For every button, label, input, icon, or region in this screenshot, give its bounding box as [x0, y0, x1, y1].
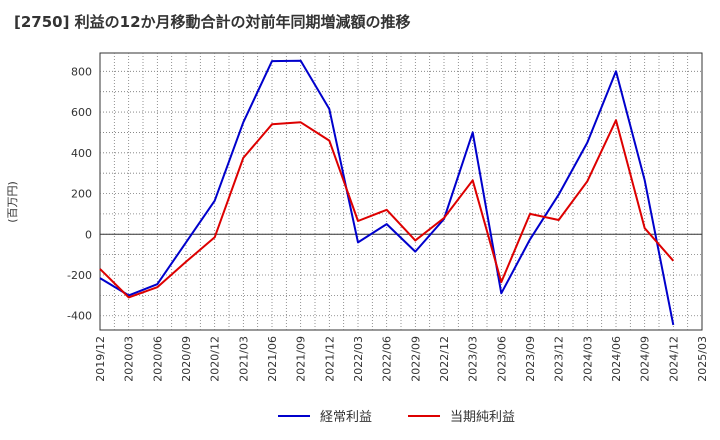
x-tick-label: 2021/12	[323, 336, 336, 382]
x-tick-label: 2023/03	[467, 336, 480, 382]
y-tick-label: 600	[71, 106, 92, 119]
plot-area	[99, 52, 703, 331]
legend: 経常利益 当期純利益	[278, 410, 515, 425]
series-layer	[99, 59, 675, 326]
x-tick-label: 2022/06	[381, 336, 394, 382]
x-tick-label: 2021/06	[266, 336, 279, 382]
x-tick-label: 2023/06	[495, 336, 508, 382]
x-tick-label: 2020/12	[209, 336, 222, 382]
series-line-net-income	[99, 119, 675, 299]
x-tick-label: 2024/09	[639, 336, 652, 382]
x-tick-label: 2022/09	[409, 336, 422, 382]
x-tick-label: 2020/09	[180, 336, 193, 382]
x-tick-label: 2025/03	[696, 336, 709, 382]
y-tick-label: -200	[67, 269, 92, 282]
y-tick-label: 400	[71, 147, 92, 160]
x-tick-label: 2021/03	[237, 336, 250, 382]
y-axis: -400 -200 0 200 400 600 800	[67, 65, 92, 322]
legend-label: 経常利益	[320, 410, 372, 425]
x-tick-label: 2020/06	[151, 336, 164, 382]
x-tick-label: 2022/03	[352, 336, 365, 382]
legend-label: 当期純利益	[450, 410, 515, 425]
y-tick-label: 200	[71, 188, 92, 201]
series-line-ordinary-profit	[99, 59, 675, 326]
x-tick-label: 2023/12	[553, 336, 566, 382]
y-tick-label: 800	[71, 65, 92, 78]
y-tick-label: -400	[67, 310, 92, 323]
x-tick-label: 2023/09	[524, 336, 537, 382]
x-axis: 2019/12 2020/03 2020/06 2020/09 2020/12 2021/…	[94, 336, 709, 382]
chart-title: [2750] 利益の12か月移動合計の対前年同期増減額の推移	[14, 13, 411, 31]
x-tick-label: 2021/09	[295, 336, 308, 382]
x-tick-label: 2024/03	[581, 336, 594, 382]
x-tick-label: 2024/12	[667, 336, 680, 382]
x-tick-label: 2020/03	[123, 336, 136, 382]
y-tick-label: 0	[85, 228, 92, 241]
x-tick-label: 2024/06	[610, 336, 623, 382]
x-tick-label: 2022/12	[438, 336, 451, 382]
x-tick-label: 2019/12	[94, 336, 107, 382]
y-axis-label: (百万円)	[6, 181, 19, 223]
